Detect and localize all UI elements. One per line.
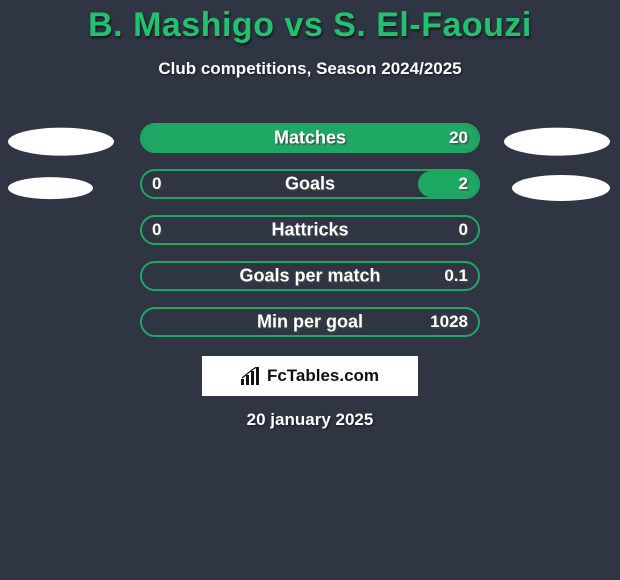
stat-value-right: 2 [459, 174, 468, 194]
stat-value-right: 1028 [430, 312, 468, 332]
stat-value-right: 20 [449, 128, 468, 148]
stat-label: Matches [274, 128, 346, 149]
stat-label: Min per goal [257, 312, 363, 333]
page-title: B. Mashigo vs S. El-Faouzi [0, 0, 620, 45]
player-left-marker [8, 128, 114, 156]
player-right-marker [512, 175, 610, 201]
stat-value-right: 0 [459, 220, 468, 240]
stat-label: Hattricks [271, 220, 348, 241]
stat-rows: Matches 20 Goals 0 2 Hattricks 0 0 Goals per mat… [0, 122, 620, 352]
stat-bar: Goals 0 2 [140, 169, 480, 199]
fctables-logo-inner: FcTables.com [241, 366, 379, 386]
stat-value-left: 0 [152, 220, 161, 240]
player-right-marker [504, 128, 610, 156]
logo-text: FcTables.com [267, 366, 379, 386]
stat-row: Goals 0 2 [0, 168, 620, 214]
stat-bar: Goals per match 0.1 [140, 261, 480, 291]
stat-bar: Hattricks 0 0 [140, 215, 480, 245]
stat-row: Goals per match 0.1 [0, 260, 620, 306]
bar-chart-icon [241, 367, 263, 385]
stat-value-left: 0 [152, 174, 161, 194]
player-left-marker [8, 177, 93, 199]
stat-label: Goals [285, 174, 335, 195]
comparison-card: B. Mashigo vs S. El-Faouzi Club competit… [0, 0, 620, 580]
stat-bar: Min per goal 1028 [140, 307, 480, 337]
snapshot-date: 20 january 2025 [247, 410, 374, 430]
stat-bar: Matches 20 [140, 123, 480, 153]
subtitle: Club competitions, Season 2024/2025 [0, 59, 620, 79]
stat-row: Hattricks 0 0 [0, 214, 620, 260]
fctables-logo: FcTables.com [202, 356, 418, 396]
stat-value-right: 0.1 [444, 266, 468, 286]
stat-row: Min per goal 1028 [0, 306, 620, 352]
stat-label: Goals per match [239, 266, 380, 287]
stat-bar-fill-right [418, 171, 478, 197]
stat-row: Matches 20 [0, 122, 620, 168]
